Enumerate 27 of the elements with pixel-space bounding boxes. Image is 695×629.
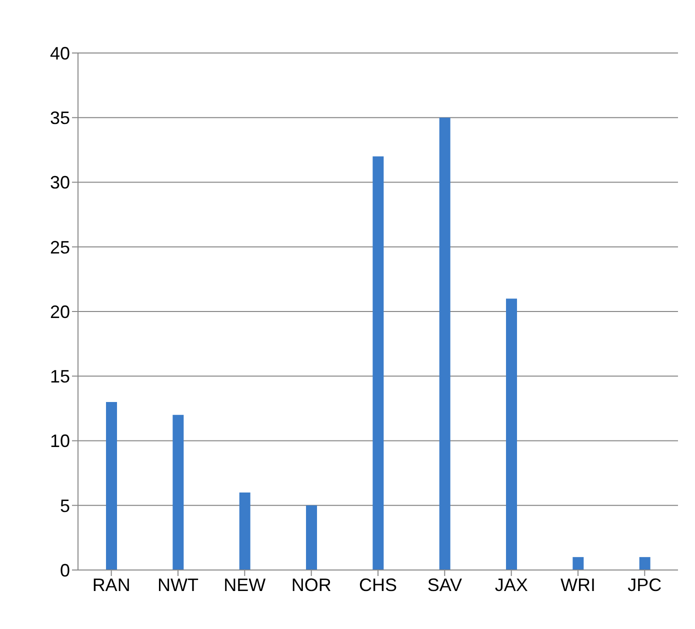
x-tick-label: SAV (427, 574, 462, 595)
x-tick-label: NWT (158, 574, 198, 595)
x-tick-label: NOR (291, 574, 332, 595)
y-tick-label: 35 (50, 108, 70, 128)
x-tick-label: JPC (628, 574, 662, 595)
bar (372, 156, 384, 570)
bar (172, 414, 184, 570)
y-tick-label: 40 (50, 43, 70, 64)
x-tick-label: RAN (92, 574, 130, 595)
y-tick-label: 0 (60, 560, 70, 580)
bar (506, 298, 517, 570)
y-tick-label: 25 (50, 237, 70, 258)
x-tick-label: CHS (358, 574, 398, 595)
y-tick-label: 15 (50, 366, 70, 387)
bar (439, 118, 450, 570)
y-tick-label: 30 (50, 172, 70, 193)
bar (239, 492, 250, 570)
y-tick-label: 20 (50, 302, 70, 322)
x-tick-label: NEW (224, 574, 266, 595)
y-tick-label: 5 (60, 496, 70, 516)
x-tick-label: JAX (494, 574, 528, 595)
bar (639, 557, 650, 570)
y-tick-label: 10 (50, 431, 70, 452)
bar (306, 505, 317, 570)
bar (106, 402, 117, 570)
bar (572, 557, 584, 570)
x-tick-label: WRI (560, 574, 596, 595)
